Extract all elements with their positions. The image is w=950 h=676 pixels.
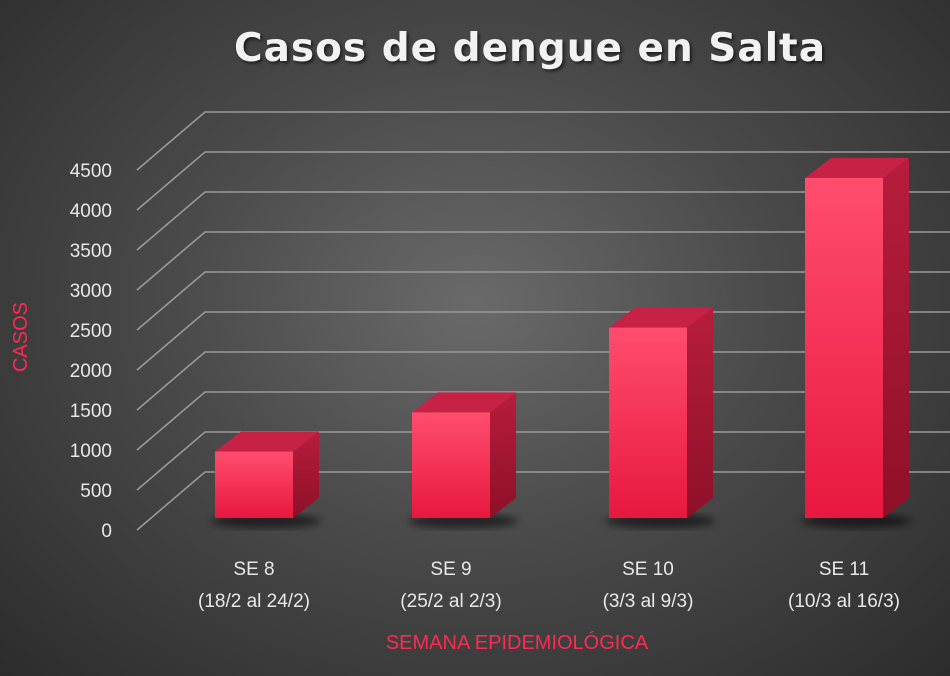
bar-side — [293, 431, 319, 518]
bar-top — [609, 307, 713, 328]
x-tick-sublabel: (10/3 al 16/3) — [788, 591, 900, 612]
y-tick-label: 3000 — [70, 281, 112, 302]
bar-top — [412, 392, 516, 413]
bar-side — [883, 158, 909, 518]
bars — [211, 158, 911, 528]
y-tick-label: 4000 — [70, 201, 112, 222]
x-tick-sublabel: (3/3 al 9/3) — [603, 591, 694, 612]
x-tick-sublabel: (18/2 al 24/2) — [198, 591, 310, 612]
bar-front — [609, 327, 687, 518]
y-tick-label: 2000 — [70, 361, 112, 382]
x-tick-label: SE 11 — [819, 559, 869, 580]
y-axis-ticks: 0 500 1000 1500 2000 2500 3000 3500 4000 4500 — [70, 161, 112, 542]
y-tick-label: 3500 — [70, 241, 112, 262]
y-tick-label: 0 — [101, 521, 112, 542]
x-tick-label: SE 9 — [430, 559, 471, 580]
bar — [801, 158, 911, 528]
bar — [605, 307, 715, 528]
y-tick-label: 1500 — [70, 401, 112, 422]
bar-front — [805, 178, 883, 518]
gridline — [136, 231, 950, 291]
chart-title: Casos de dengue en Salta — [233, 26, 827, 71]
y-tick-label: 1000 — [70, 441, 112, 462]
bar — [408, 392, 518, 528]
gridline — [136, 151, 950, 211]
bar-top — [805, 158, 909, 178]
x-axis-title: SEMANA EPIDEMIOLÓGICA — [386, 631, 649, 654]
bar-front — [215, 451, 293, 518]
bar-top — [215, 431, 319, 452]
gridlines — [136, 111, 950, 531]
x-tick-sublabel: (25/2 al 2/3) — [400, 591, 501, 612]
gridline — [136, 191, 950, 251]
gridline — [136, 111, 950, 171]
bar-side — [490, 392, 516, 518]
y-tick-label: 2500 — [70, 321, 112, 342]
x-tick-label: SE 8 — [233, 559, 274, 580]
x-axis-ticks: SE 8 (18/2 al 24/2) SE 9 (25/2 al 2/3) SE 10… — [198, 559, 900, 612]
bar-front — [412, 412, 490, 518]
y-tick-label: 500 — [80, 481, 112, 502]
y-axis-title: CASOS — [10, 302, 32, 372]
y-tick-label: 4500 — [70, 161, 112, 182]
bar-side — [687, 307, 713, 518]
gridline — [136, 271, 950, 331]
bar — [211, 431, 321, 528]
x-tick-label: SE 10 — [622, 559, 674, 580]
